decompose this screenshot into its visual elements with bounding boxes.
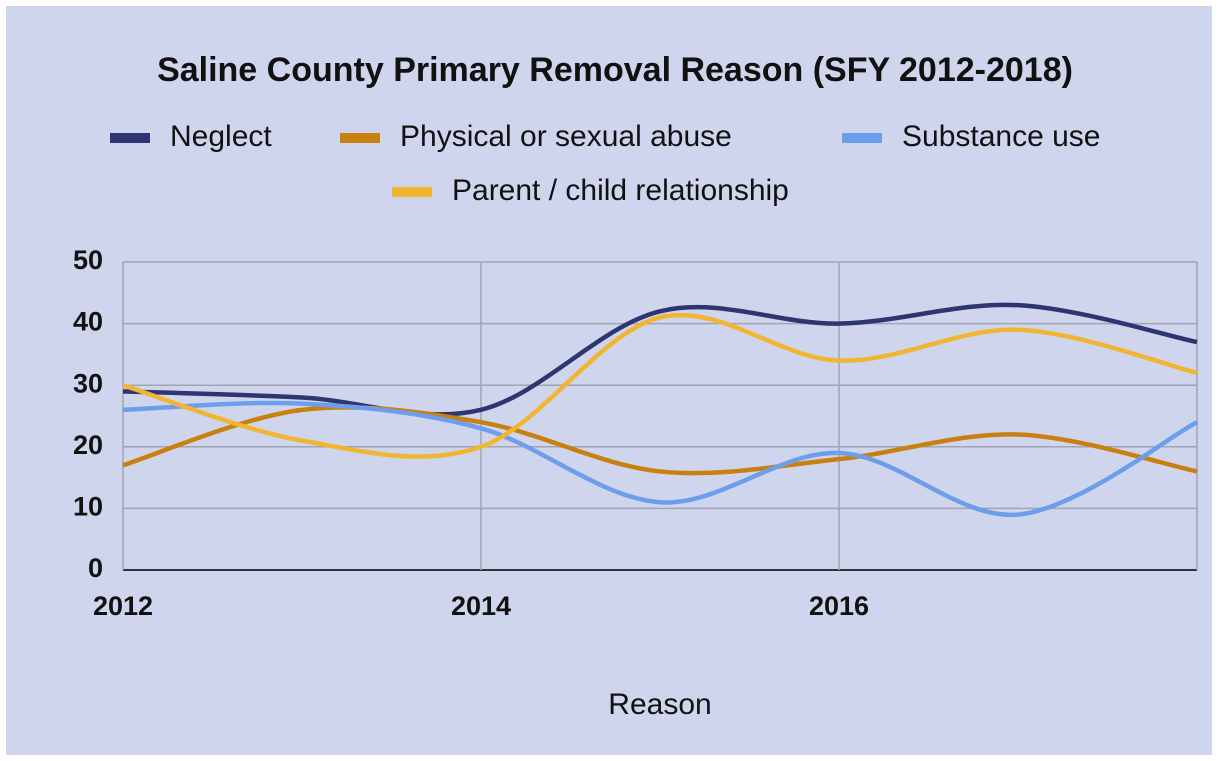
legend-label: Substance use xyxy=(902,120,1100,153)
chart-background xyxy=(6,6,1212,755)
series-line xyxy=(122,302,1198,417)
series-line xyxy=(122,312,1198,459)
series-line xyxy=(122,405,1198,476)
legend-swatch xyxy=(842,133,882,143)
chart-title: Saline County Primary Removal Reason (SF… xyxy=(157,51,1073,89)
legend-swatch xyxy=(110,133,150,143)
x-tick-label: 2014 xyxy=(451,591,511,621)
legend-label: Parent / child relationship xyxy=(452,174,789,207)
y-tick-label: 40 xyxy=(73,307,103,337)
x-tick-label: 2016 xyxy=(809,591,869,621)
legend-label: Neglect xyxy=(170,120,272,153)
legend-swatch xyxy=(340,133,380,143)
x-tick-label: 2012 xyxy=(93,591,153,621)
y-tick-label: 20 xyxy=(73,430,103,460)
y-tick-label: 10 xyxy=(73,492,103,522)
y-tick-label: 50 xyxy=(73,245,103,275)
series-line xyxy=(122,400,1199,517)
legend-swatch xyxy=(392,187,432,197)
y-tick-label: 30 xyxy=(73,368,103,398)
legend-label: Physical or sexual abuse xyxy=(400,120,732,153)
y-tick-label: 0 xyxy=(88,553,103,583)
x-axis-label: Reason xyxy=(608,688,711,721)
